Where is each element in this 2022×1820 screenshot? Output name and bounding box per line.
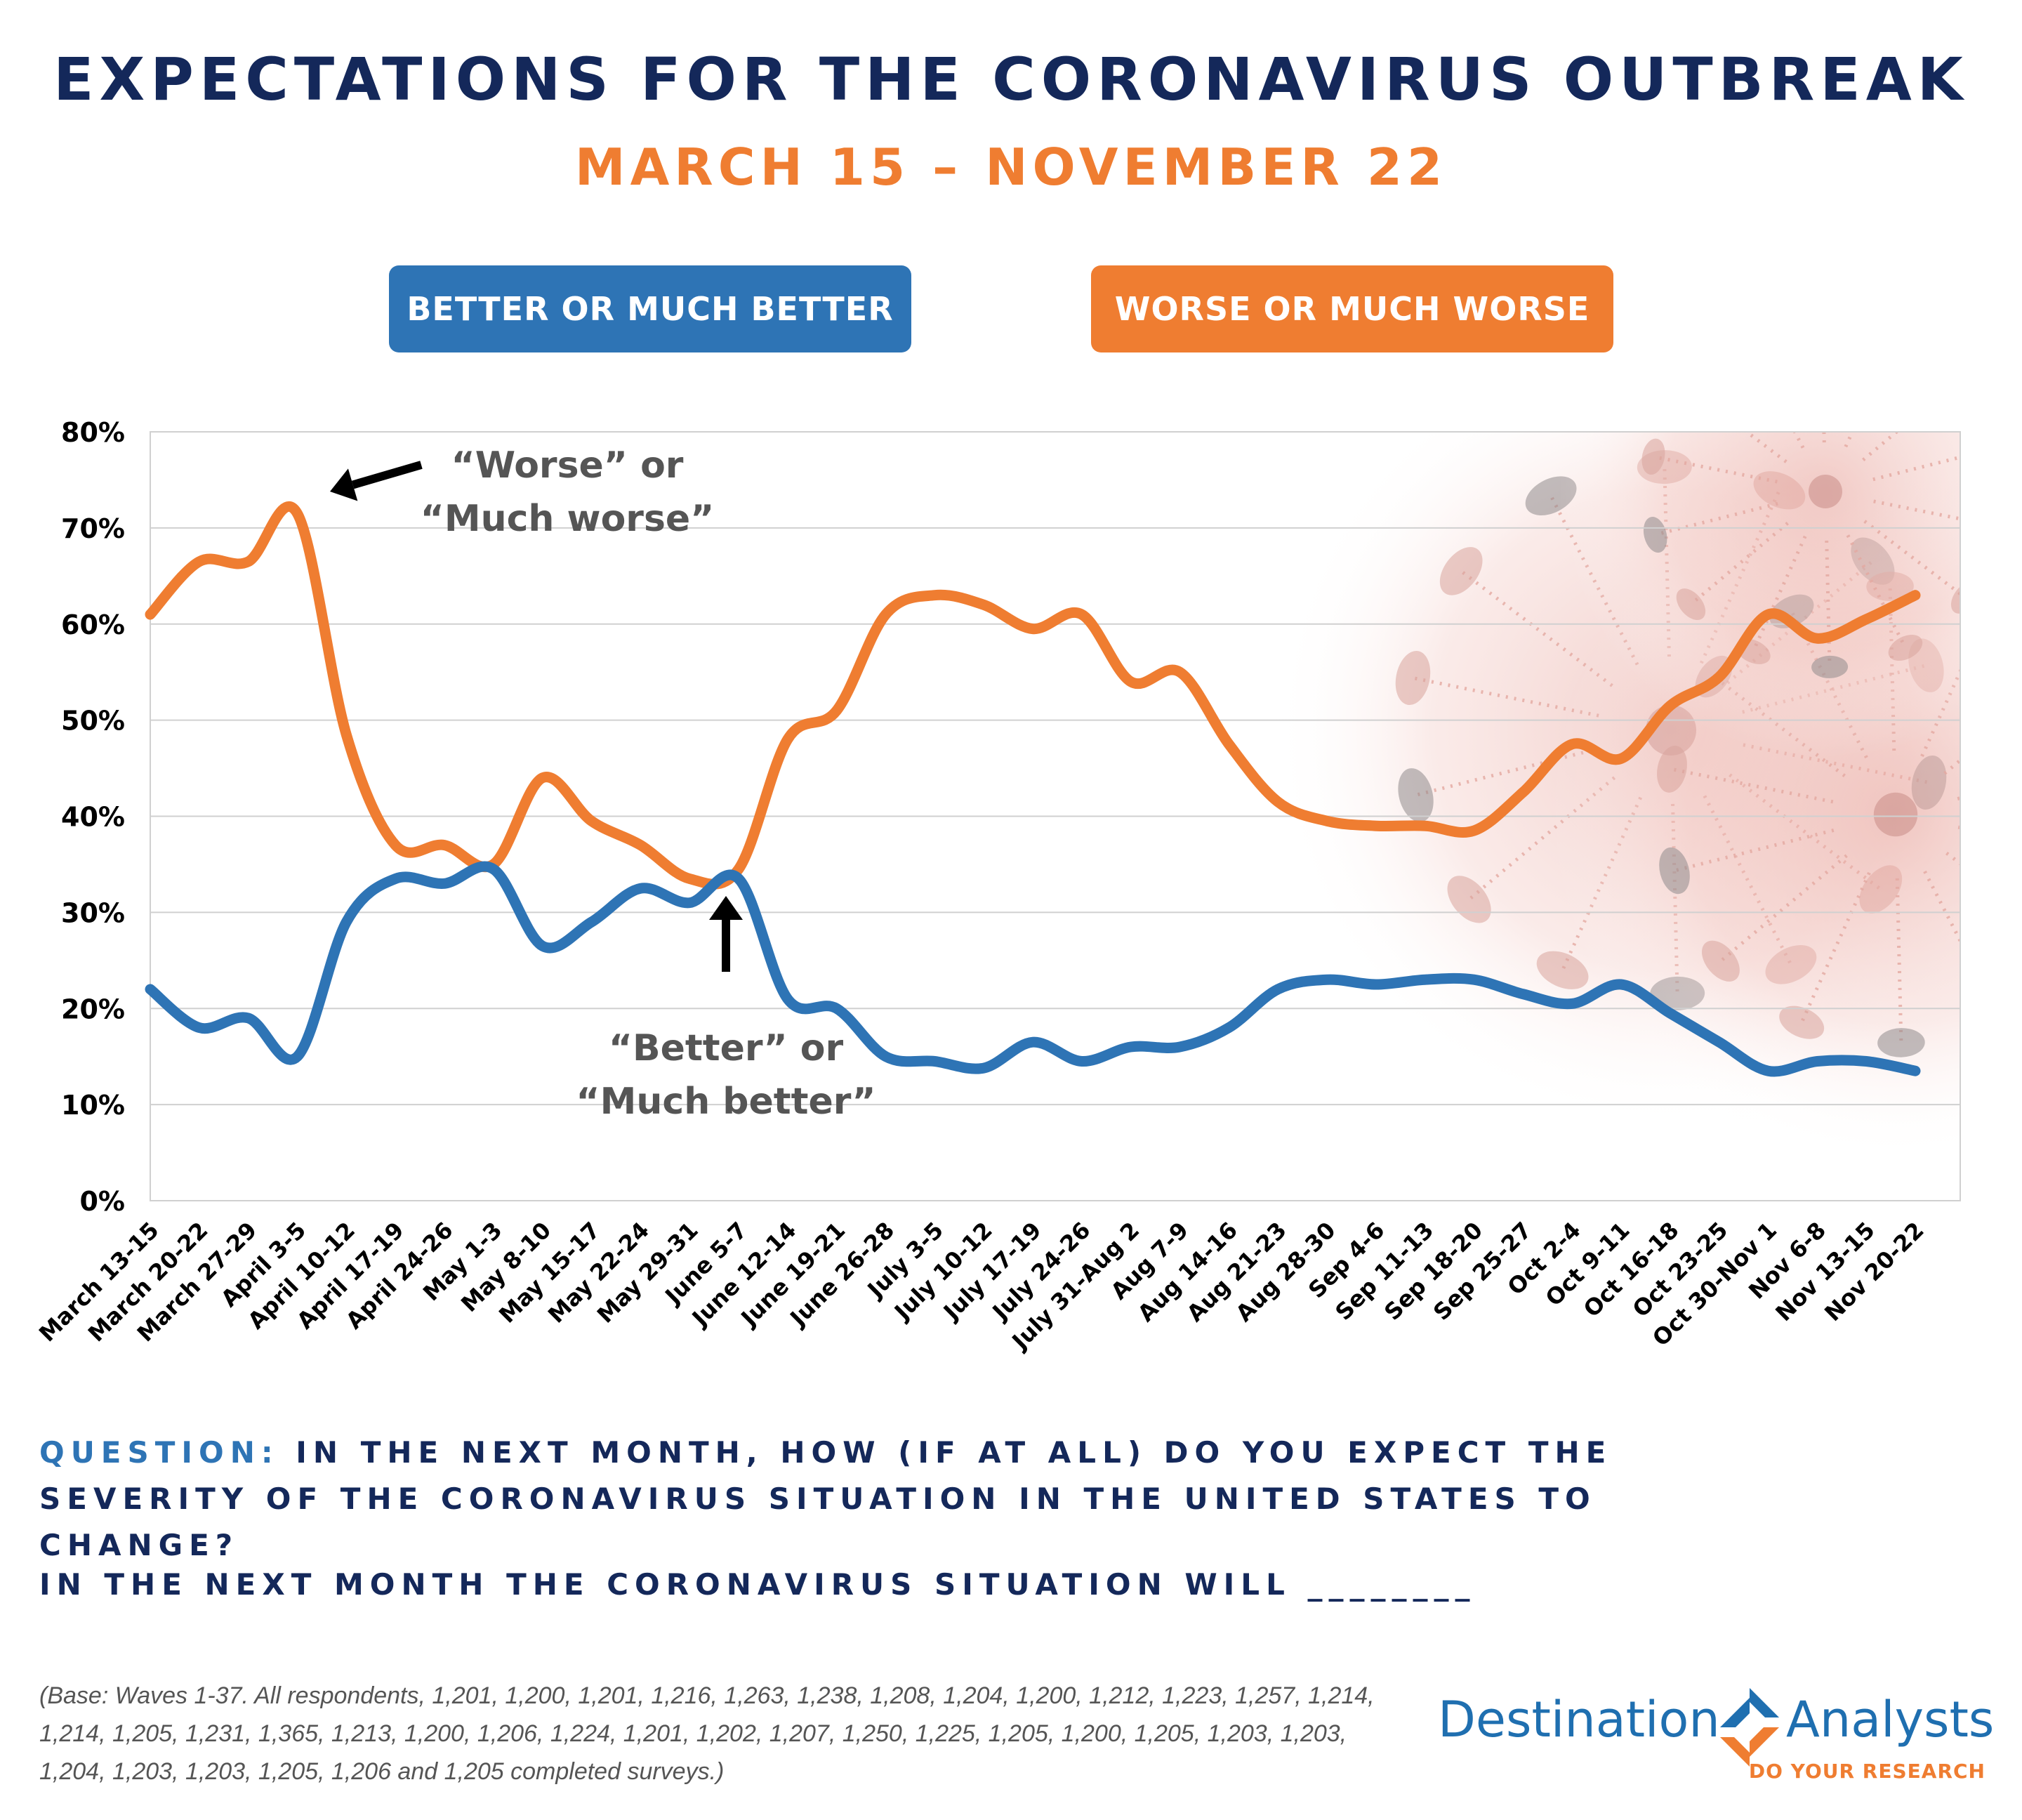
legend-better-label: BETTER OR MUCH BETTER [407, 290, 894, 328]
virus-tip [1888, 635, 1923, 661]
y-tick-label: 10% [61, 1090, 125, 1121]
virus-tip [1950, 581, 1960, 614]
virus-tip [1395, 650, 1431, 706]
annotation-line: “Better” or [609, 1027, 844, 1069]
virus-spike [1895, 878, 1903, 1043]
logo-right-word: Analysts [1786, 1691, 1995, 1748]
annotation-line: “Much worse” [421, 498, 715, 540]
virus-glow [1559, 432, 1960, 758]
virus-tip [1877, 1028, 1925, 1057]
legend-better: BETTER OR MUCH BETTER [389, 265, 911, 352]
logo-left-word: Destination [1438, 1691, 1720, 1748]
virus-core [1873, 792, 1918, 837]
virus-tip [1641, 438, 1665, 475]
chart-subtitle: MARCH 15 – NOVEMBER 22 [574, 138, 1448, 197]
virus-spike [1674, 828, 1835, 873]
question-text: IN THE NEXT MONTH, HOW (IF AT ALL) DO YO… [39, 1435, 1613, 1562]
virus-tip [1972, 994, 2022, 1041]
virus-tip [1676, 588, 1706, 621]
grid-lines [150, 431, 1961, 1201]
virus-spike [1799, 871, 1871, 1024]
series-line-worse [145, 501, 1921, 890]
legend-worse: WORSE OR MUCH WORSE [1091, 265, 1613, 352]
y-tick-label: 20% [61, 994, 125, 1024]
virus-tip [1962, 583, 2017, 630]
virus-tip [1398, 768, 1434, 822]
worse-arrow-head [330, 468, 358, 501]
y-tick-label: 80% [61, 417, 125, 448]
virus-spike [1957, 796, 1960, 801]
y-axis: 0% 10% 20% 30% 40% 50% 60% 70% 80% [61, 417, 125, 1217]
virus-core [1809, 475, 1842, 508]
virus-tip [1536, 951, 1589, 989]
virus-spike [1460, 569, 1613, 687]
virus-tip [1779, 1005, 1825, 1039]
logo: Destination Analysts DO YOUR RESEARCH [1438, 1681, 2000, 1793]
series-line-better [145, 861, 1921, 1077]
annotation-line: “Worse” or [451, 444, 684, 487]
better-arrow-head [709, 896, 743, 920]
statement: IN THE NEXT MONTH THE CORONAVIRUS SITUAT… [39, 1567, 1476, 1602]
virus-spike [1719, 854, 1848, 963]
y-tick-label: 30% [61, 897, 125, 928]
virus-tip [1643, 517, 1667, 553]
virus-tip [1439, 547, 1483, 595]
chart-title: EXPECTATIONS FOR THE CORONAVIRUS OUTBREA… [53, 45, 1969, 114]
virus-tip [1659, 847, 1690, 895]
y-tick-label: 60% [61, 609, 125, 640]
worse-arrow-shaft [351, 461, 423, 489]
virus-tip [1657, 746, 1687, 793]
virus-tip [1980, 428, 2011, 468]
virus-spike [1671, 767, 1834, 804]
virus-spike [1957, 825, 1960, 830]
virus-tip [1811, 655, 1849, 678]
virus-tip [1447, 876, 1491, 923]
annotation-line: “Much better” [576, 1081, 875, 1123]
y-tick-label: 40% [61, 802, 125, 833]
logo-tagline: DO YOUR RESEARCH [1748, 1760, 1985, 1783]
base-note: (Base: Waves 1-37. All respondents, 1,20… [39, 1682, 1375, 1785]
question: QUESTION: IN THE NEXT MONTH, HOW (IF AT … [39, 1430, 1724, 1569]
legend-worse-label: WORSE OR MUCH WORSE [1114, 290, 1590, 328]
question-label: QUESTION: [39, 1435, 279, 1470]
virus-tip [1983, 506, 2012, 546]
virus-background [1271, 428, 2022, 1161]
y-tick-label: 0% [79, 1186, 125, 1217]
virus-spike [1923, 870, 1960, 945]
y-tick-label: 50% [61, 706, 125, 737]
series-lines [145, 501, 1921, 1077]
logo-mark-icon [1720, 1688, 1779, 1767]
annotations: “Worse” or “Much worse” “Better” or “Much b… [330, 444, 876, 1123]
line-chart: 0% 10% 20% 30% 40% 50% 60% 70% 80% March 13-15Ma… [34, 417, 2022, 1356]
virus-tip [1701, 940, 1740, 982]
y-tick-label: 70% [61, 513, 125, 544]
